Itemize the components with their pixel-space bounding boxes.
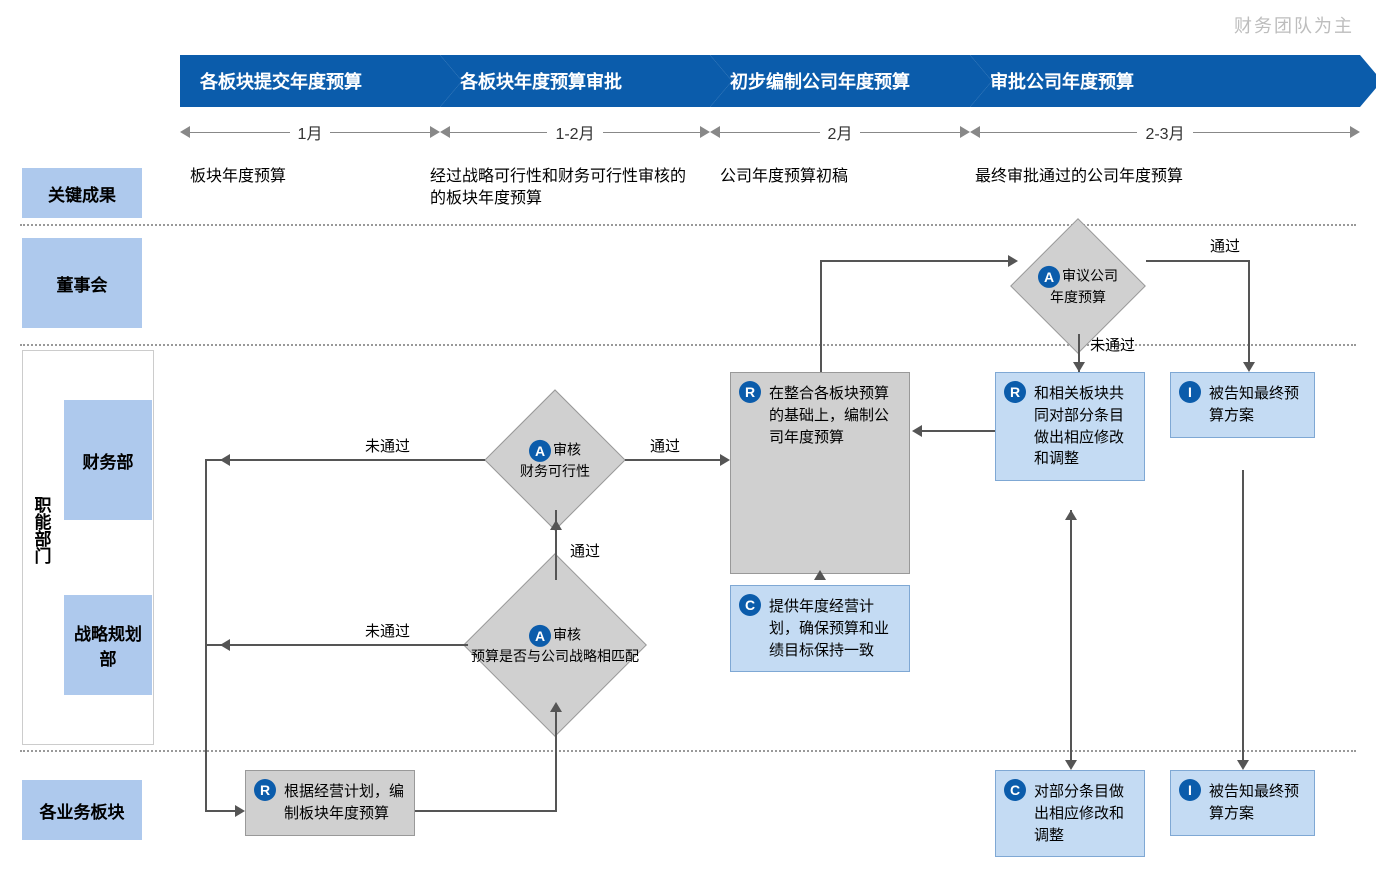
conn-strat-fail-h [205, 644, 468, 646]
badge-a-icon: A [1038, 266, 1060, 288]
phase-3: 初步编制公司年度预算 [710, 55, 970, 107]
conn-start-h [205, 810, 237, 812]
badge-c-icon: C [1004, 779, 1026, 801]
phase-1: 各板块提交年度预算 [180, 55, 440, 107]
timeline-1: 1月 [290, 120, 331, 144]
badge-r-icon: R [1004, 381, 1026, 403]
conn-inform-v [1242, 470, 1244, 765]
divider-1 [20, 224, 1356, 226]
badge-a-icon: A [529, 440, 551, 462]
outcome-3: 公司年度预算初稿 [720, 166, 950, 188]
node-adjust-fin: R 和相关板块共同对部分条目做出相应修改和调整 [995, 372, 1145, 481]
conn-compile-board-v [820, 260, 822, 372]
timeline-row: 1月 1-2月 2月 2-3月 [180, 118, 1360, 146]
outcome-4: 最终审批通过的公司年度预算 [975, 166, 1295, 188]
node-adjust-biz-text: 对部分条目做出相应修改和调整 [1034, 783, 1124, 844]
conn-adjust-back-h [920, 430, 995, 432]
conn-biz-strat-arrow [550, 702, 562, 712]
node-compile-text: 在整合各板块预算的基础上，编制公司年度预算 [769, 385, 889, 446]
conn-board-pass-v [1248, 260, 1250, 365]
label-strat-pass: 通过 [570, 540, 600, 561]
timeline-3: 2月 [820, 120, 861, 144]
lane-board-label: 董事会 [22, 238, 142, 328]
node-inform-fin: I 被告知最终预算方案 [1170, 372, 1315, 438]
node-adjust-biz: C 对部分条目做出相应修改和调整 [995, 770, 1145, 857]
phase-2-title: 各板块年度预算审批 [460, 68, 622, 94]
node-inform-biz-text: 被告知最终预算方案 [1209, 783, 1299, 822]
conn-adjust-v [1070, 510, 1072, 765]
lane-biz-label: 各业务板块 [22, 780, 142, 840]
badge-i-icon: I [1179, 381, 1201, 403]
node-compile: R 在整合各板块预算的基础上，编制公司年度预算 [730, 372, 910, 574]
diagram-root: 财务团队为主 各板块提交年度预算 各板块年度预算审批 初步编制公司年度预算 审批… [10, 10, 1366, 876]
badge-a-icon: A [529, 625, 551, 647]
timeline-seg-4: 2-3月 [970, 118, 1360, 146]
node-provide-plan-text: 提供年度经营计划，确保预算和业绩目标保持一致 [769, 598, 889, 659]
outcomes-label: 关键成果 [22, 168, 142, 218]
timeline-2: 1-2月 [547, 120, 602, 144]
conn-adjust-d-arrow [1065, 760, 1077, 770]
conn-inform-arrow [1237, 760, 1249, 770]
node-board-text: 审议公司 年度预算 [1050, 268, 1118, 305]
node-board-decision: A审议公司 年度预算 [1030, 238, 1126, 334]
badge-c-icon: C [739, 594, 761, 616]
conn-start-v [205, 459, 207, 811]
conn-compile-board-h [820, 260, 1010, 262]
label-fin-pass: 通过 [650, 435, 680, 456]
conn-biz-strat-h [415, 810, 557, 812]
node-provide-plan: C 提供年度经营计划，确保预算和业绩目标保持一致 [730, 585, 910, 672]
conn-strat-fin-arrow [550, 520, 562, 530]
conn-biz-strat-v [555, 710, 557, 810]
timeline-4: 2-3月 [1137, 120, 1192, 144]
node-biz-prepare-text: 根据经营计划，编制板块年度预算 [284, 783, 404, 822]
outcome-1: 板块年度预算 [190, 166, 420, 188]
phase-3-title: 初步编制公司年度预算 [730, 68, 910, 94]
badge-i-icon: I [1179, 779, 1201, 801]
conn-fin-fail-arrow [220, 454, 230, 466]
conn-fin-fail-h [205, 459, 485, 461]
timeline-seg-3: 2月 [710, 118, 970, 146]
node-strategy-decision: A审核 预算是否与公司战略相匹配 [490, 580, 620, 710]
label-fin-fail: 未通过 [365, 435, 410, 456]
label-board-fail: 未通过 [1090, 334, 1135, 355]
conn-board-fail-arrow [1073, 362, 1085, 372]
badge-r-icon: R [739, 381, 761, 403]
node-adjust-fin-text: 和相关板块共同对部分条目做出相应修改和调整 [1034, 385, 1124, 467]
conn-fin-compile-h [625, 459, 723, 461]
phase-4: 审批公司年度预算 [970, 55, 1360, 107]
conn-strat-fail-arrow [220, 639, 230, 651]
node-strategy-text: 审核 预算是否与公司战略相匹配 [471, 627, 639, 664]
conn-fin-compile-arrow [720, 454, 730, 466]
divider-3 [20, 750, 1356, 752]
conn-adjust-u-arrow [1065, 510, 1077, 520]
label-strat-fail: 未通过 [365, 620, 410, 641]
watermark-text: 财务团队为主 [1234, 12, 1354, 38]
badge-r-icon: R [254, 779, 276, 801]
node-inform-biz: I 被告知最终预算方案 [1170, 770, 1315, 836]
node-inform-fin-text: 被告知最终预算方案 [1209, 385, 1299, 424]
conn-board-pass-arrow [1243, 362, 1255, 372]
phase-4-title: 审批公司年度预算 [990, 68, 1134, 94]
label-board-pass: 通过 [1210, 235, 1240, 256]
conn-start-arrow [235, 805, 245, 817]
conn-board-pass-h [1146, 260, 1250, 262]
divider-2 [20, 344, 1356, 346]
conn-adjust-back-arrow [912, 425, 922, 437]
outcome-2: 经过战略可行性和财务可行性审核的的板块年度预算 [430, 166, 690, 211]
timeline-seg-1: 1月 [180, 118, 440, 146]
timeline-seg-2: 1-2月 [440, 118, 710, 146]
node-biz-prepare: R 根据经营计划，编制板块年度预算 [245, 770, 415, 836]
group-border [22, 350, 154, 745]
phase-2: 各板块年度预算审批 [440, 55, 710, 107]
conn-plan-up-arrow [814, 570, 826, 580]
phase-1-title: 各板块提交年度预算 [200, 68, 362, 94]
node-finance-decision: A审核 财务可行性 [505, 410, 605, 510]
